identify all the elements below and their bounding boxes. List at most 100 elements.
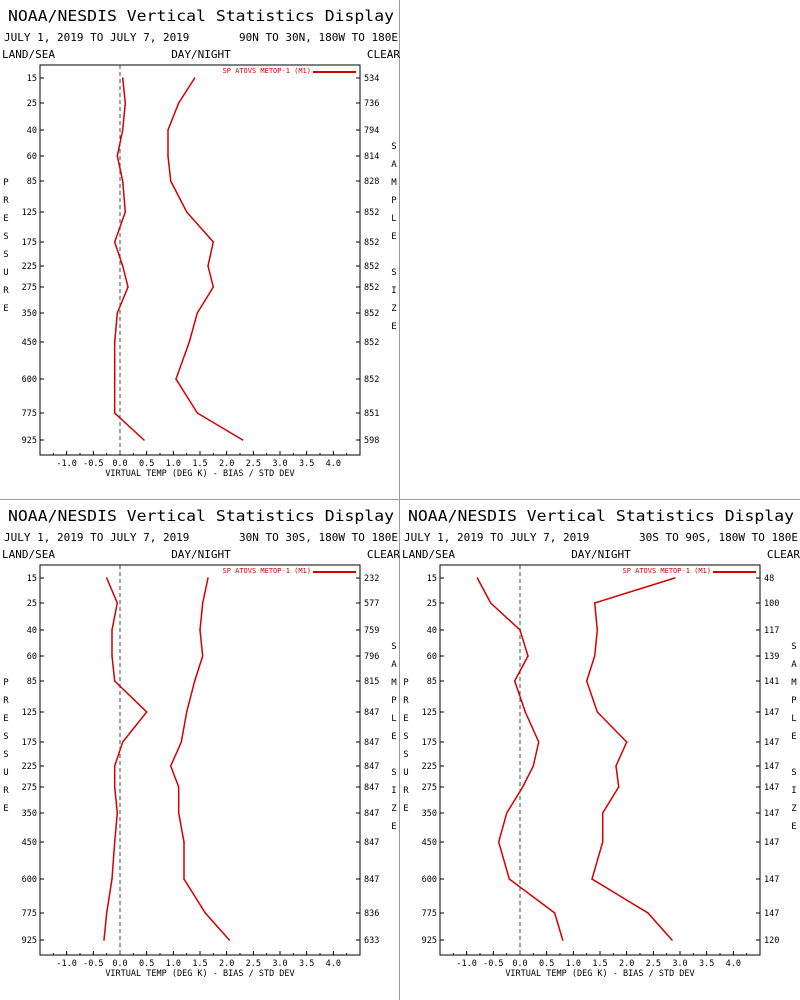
pressure-axis-letter: E [3, 304, 8, 314]
sample-size-label: 852 [364, 238, 379, 248]
std-dev-point [228, 939, 231, 941]
x-tick-label: 2.0 [619, 959, 634, 969]
std-dev-line [585, 577, 675, 941]
pressure-axis-letter: R [3, 786, 9, 796]
std-dev-point [183, 841, 185, 843]
sample-size-label: 633 [364, 936, 379, 946]
sample-size-axis-letter: S [391, 768, 396, 778]
x-tick-label: 0.0 [512, 959, 527, 969]
sample-size-label: 139 [764, 652, 779, 662]
sample-size-axis-letter: E [391, 322, 396, 332]
sample-size-label: 847 [364, 809, 379, 819]
std-dev-point [601, 812, 604, 814]
x-tick-label: -1.0 [56, 959, 76, 969]
stats-panel-tropics: NOAA/NESDIS Vertical Statistics Display J… [0, 500, 400, 1000]
bias-point [113, 841, 116, 843]
sample-size-label: 147 [764, 909, 779, 919]
sample-size-label: 796 [364, 652, 379, 662]
std-dev-point [188, 341, 191, 343]
std-dev-point [617, 786, 620, 788]
sample-size-axis-letter: P [791, 696, 797, 706]
std-dev-point [201, 602, 204, 604]
std-dev-point [185, 711, 188, 713]
std-dev-point [196, 412, 199, 414]
bias-point [513, 680, 516, 682]
pressure-level-label: 600 [422, 875, 437, 885]
bias-point [113, 680, 116, 682]
std-dev-point [204, 912, 207, 914]
sample-size-axis-letter: Z [391, 804, 397, 814]
x-tick-label: 4.0 [326, 459, 341, 469]
region-label: 30N TO 30S, 180W TO 180E [239, 531, 398, 544]
pressure-level-label: 15 [27, 74, 37, 84]
pressure-axis-letter: P [403, 678, 409, 688]
panel-divider-vertical [399, 0, 400, 1000]
x-axis-title: VIRTUAL TEMP (DEG K) - BIAS / STD DEV [505, 969, 694, 979]
pressure-axis-letter: S [3, 750, 8, 760]
bias-point [113, 786, 116, 788]
pressure-axis-letter: S [403, 732, 408, 742]
land-sea-label: LAND/SEA [2, 48, 55, 61]
x-tick-label: 2.5 [646, 959, 661, 969]
sample-size-label: 117 [764, 626, 779, 636]
std-dev-point [167, 155, 169, 157]
std-dev-point [615, 765, 617, 767]
pressure-level-label: 15 [27, 574, 37, 584]
clear-label: CLEAR [367, 48, 400, 61]
bias-point [537, 741, 540, 743]
plot-frame [439, 564, 761, 956]
bias-point [111, 629, 113, 631]
x-tick-label: 1.0 [566, 959, 581, 969]
std-dev-point [593, 655, 596, 657]
pressure-axis-letter: R [403, 696, 409, 706]
sample-size-axis-letter: S [791, 768, 796, 778]
stats-chart-tropics: NOAA/NESDIS Vertical Statistics Display J… [2, 507, 400, 979]
x-tick-label: 1.0 [166, 459, 181, 469]
sample-size-axis-letter: M [391, 178, 397, 188]
sample-size-axis-letter: S [391, 268, 396, 278]
clear-label: CLEAR [367, 548, 400, 561]
pressure-level-label: 40 [27, 126, 37, 136]
sample-size-label: 852 [364, 309, 379, 319]
x-tick-label: 2.0 [219, 959, 234, 969]
x-tick-label: 0.0 [112, 459, 127, 469]
sample-size-label: 847 [364, 838, 379, 848]
bias-point [103, 939, 105, 941]
pressure-axis-letter: E [403, 804, 408, 814]
x-tick-label: 1.5 [192, 459, 207, 469]
sample-size-axis-letter: P [391, 696, 397, 706]
bias-point [111, 655, 113, 657]
pressure-axis-letter: E [3, 714, 8, 724]
bias-point [124, 211, 127, 213]
sample-size-axis-letter: P [391, 196, 397, 206]
sample-size-label: 534 [364, 74, 379, 84]
bias-point [113, 341, 116, 343]
bias-point [113, 378, 116, 380]
pressure-level-label: 175 [422, 738, 437, 748]
x-tick-label: 3.0 [672, 959, 687, 969]
bias-point [127, 286, 129, 288]
bias-point [124, 102, 127, 104]
bias-point [121, 77, 124, 79]
pressure-axis-letter: E [3, 214, 8, 224]
pressure-level-label: 125 [22, 708, 37, 718]
sample-size-label: 814 [364, 152, 379, 162]
stats-panel-northern: NOAA/NESDIS Vertical Statistics Display J… [0, 0, 400, 500]
std-dev-point [625, 741, 628, 743]
pressure-level-label: 85 [27, 177, 37, 187]
sample-size-label: 828 [364, 177, 379, 187]
x-axis-title: VIRTUAL TEMP (DEG K) - BIAS / STD DEV [105, 469, 294, 479]
sample-size-label: 851 [364, 409, 379, 419]
std-dev-point [212, 241, 215, 243]
std-dev-point [673, 577, 676, 579]
chart-title: NOAA/NESDIS Vertical Statistics Display [408, 507, 794, 525]
sample-size-label: 852 [364, 338, 379, 348]
clear-label: CLEAR [767, 548, 800, 561]
bias-line [103, 577, 148, 941]
sample-size-label: 147 [764, 762, 779, 772]
pressure-level-label: 85 [427, 677, 437, 687]
pressure-level-label: 450 [422, 838, 437, 848]
sample-size-axis-letter: I [391, 786, 396, 796]
pressure-axis-letter: R [3, 196, 9, 206]
sample-size-label: 232 [364, 574, 379, 584]
